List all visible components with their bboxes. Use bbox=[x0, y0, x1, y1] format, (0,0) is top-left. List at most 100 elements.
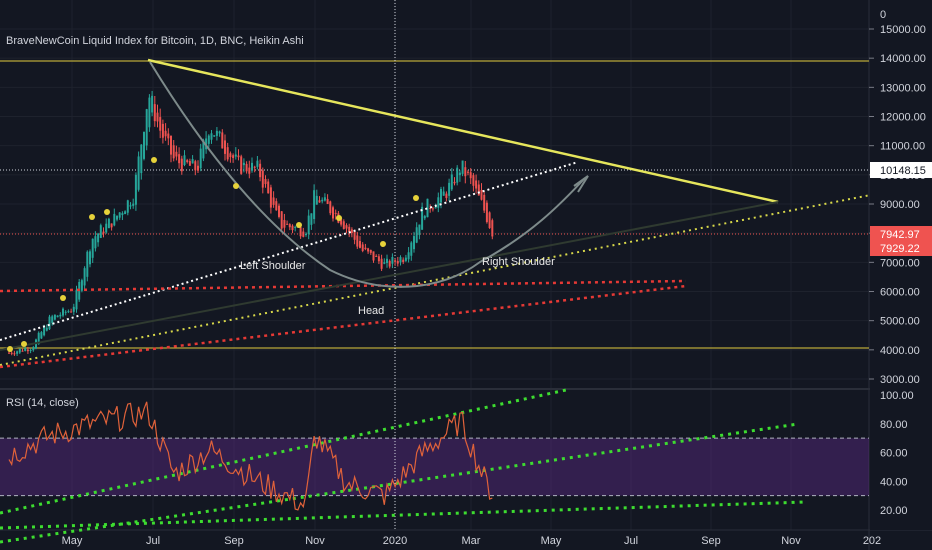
candle-body bbox=[124, 211, 127, 215]
candle-body bbox=[126, 200, 129, 213]
price-tick-label: 14000.00 bbox=[880, 53, 926, 65]
rsi-tick-label: 60.00 bbox=[880, 448, 908, 460]
candle-body bbox=[261, 170, 264, 188]
candle-body bbox=[356, 235, 359, 247]
candle-body bbox=[431, 208, 434, 210]
chart-title[interactable]: BraveNewCoin Liquid Index for Bitcoin, 1… bbox=[6, 35, 304, 47]
price-tick-label: 13000.00 bbox=[880, 82, 926, 94]
candle-body bbox=[91, 238, 94, 258]
time-label: 202 bbox=[863, 535, 881, 547]
candle-body bbox=[375, 255, 378, 257]
candle-body bbox=[329, 201, 332, 214]
candle-body bbox=[94, 236, 97, 249]
rsi-green-dotted-upper[interactable] bbox=[0, 388, 567, 515]
candle-body bbox=[410, 242, 413, 256]
candle-body bbox=[186, 160, 189, 163]
dark-channel-line[interactable] bbox=[0, 201, 779, 351]
candle-body bbox=[16, 351, 19, 354]
rsi-tick-label: 20.00 bbox=[880, 505, 908, 517]
candle-body bbox=[407, 252, 410, 260]
candle-body bbox=[272, 197, 275, 205]
annotation-left-shoulder[interactable]: Left Shoulder bbox=[240, 260, 306, 272]
candle-body bbox=[180, 158, 183, 172]
descending-trendline[interactable] bbox=[147, 58, 779, 204]
candle-body bbox=[450, 174, 453, 190]
candle-body bbox=[197, 165, 199, 171]
signal-marker bbox=[336, 215, 342, 221]
candle-body bbox=[229, 153, 232, 158]
head-shoulders-arc[interactable] bbox=[149, 61, 586, 288]
candle-body bbox=[143, 131, 145, 159]
candle-body bbox=[188, 161, 191, 166]
candle-body bbox=[445, 193, 448, 199]
candle-body bbox=[467, 171, 469, 173]
candle-body bbox=[167, 133, 170, 139]
candle-body bbox=[280, 211, 283, 229]
ascending-trendline-yellow[interactable] bbox=[0, 182, 932, 366]
candle-body bbox=[264, 179, 267, 185]
candle-body bbox=[151, 95, 154, 113]
candle-body bbox=[18, 348, 21, 353]
last-price-text: 7942.97 bbox=[880, 229, 920, 241]
time-label: Jul bbox=[146, 535, 160, 547]
candle-body bbox=[56, 315, 59, 318]
candle-body bbox=[402, 259, 405, 263]
candle-body bbox=[372, 251, 375, 261]
grid bbox=[0, 0, 869, 530]
red-dotted-line-lower[interactable] bbox=[0, 284, 687, 369]
candle-body bbox=[313, 190, 316, 220]
annotation-right-shoulder[interactable]: Right Shoulder bbox=[482, 256, 555, 268]
candle-body bbox=[67, 311, 70, 313]
neckline-white-dotted[interactable] bbox=[0, 161, 579, 341]
candle-body bbox=[294, 226, 297, 228]
rsi-tick-label: 80.00 bbox=[880, 419, 908, 431]
candle-body bbox=[213, 135, 216, 137]
price-tick-label: 9000.00 bbox=[880, 199, 920, 211]
price-tick-label: 5000.00 bbox=[880, 316, 920, 328]
candle-body bbox=[310, 213, 313, 225]
candle-body bbox=[269, 187, 272, 208]
candle-body bbox=[83, 268, 86, 286]
candle-body bbox=[26, 349, 29, 352]
rsi-tick-label: 40.00 bbox=[880, 476, 908, 488]
candle-body bbox=[13, 353, 16, 355]
candle-body bbox=[488, 212, 491, 229]
rsi-green-dotted-lower[interactable] bbox=[0, 500, 806, 530]
candle-body bbox=[299, 226, 302, 237]
candle-body bbox=[75, 289, 78, 310]
red-dotted-line-upper[interactable] bbox=[0, 279, 687, 293]
candle-body bbox=[221, 132, 224, 149]
candle-body bbox=[178, 154, 181, 164]
candle-body bbox=[48, 316, 51, 330]
candle-body bbox=[429, 207, 432, 209]
rsi-green-dotted-middle[interactable] bbox=[0, 422, 799, 544]
candle-body bbox=[315, 195, 318, 205]
price-axis-panel[interactable] bbox=[870, 0, 932, 530]
candle-body bbox=[477, 184, 480, 196]
candle-body bbox=[72, 306, 75, 312]
signal-marker bbox=[380, 241, 386, 247]
candle-body bbox=[70, 311, 73, 313]
time-axis-labels[interactable]: May Jul Sep Nov 2020 Mar May Jul Sep Nov 202 bbox=[62, 535, 882, 547]
candle-body bbox=[288, 224, 291, 228]
candle-body bbox=[367, 248, 370, 252]
candle-body bbox=[469, 172, 472, 179]
rsi-title[interactable]: RSI (14, close) bbox=[6, 397, 79, 409]
candle-body bbox=[251, 162, 253, 171]
candle-body bbox=[202, 140, 205, 159]
annotation-head[interactable]: Head bbox=[358, 305, 384, 317]
candle-body bbox=[464, 167, 467, 177]
candle-body bbox=[80, 280, 83, 291]
candle-body bbox=[242, 162, 245, 166]
candle-body bbox=[218, 131, 221, 134]
price-tick-label: 15000.00 bbox=[880, 24, 926, 36]
candle-body bbox=[159, 117, 162, 131]
candle-body bbox=[102, 231, 105, 234]
crosshair-price-text: 10148.15 bbox=[880, 165, 926, 177]
candle-body bbox=[137, 156, 140, 190]
candle-body bbox=[245, 163, 248, 172]
candle-body bbox=[132, 203, 135, 206]
time-label: Jul bbox=[624, 535, 638, 547]
candle-body bbox=[256, 160, 259, 167]
